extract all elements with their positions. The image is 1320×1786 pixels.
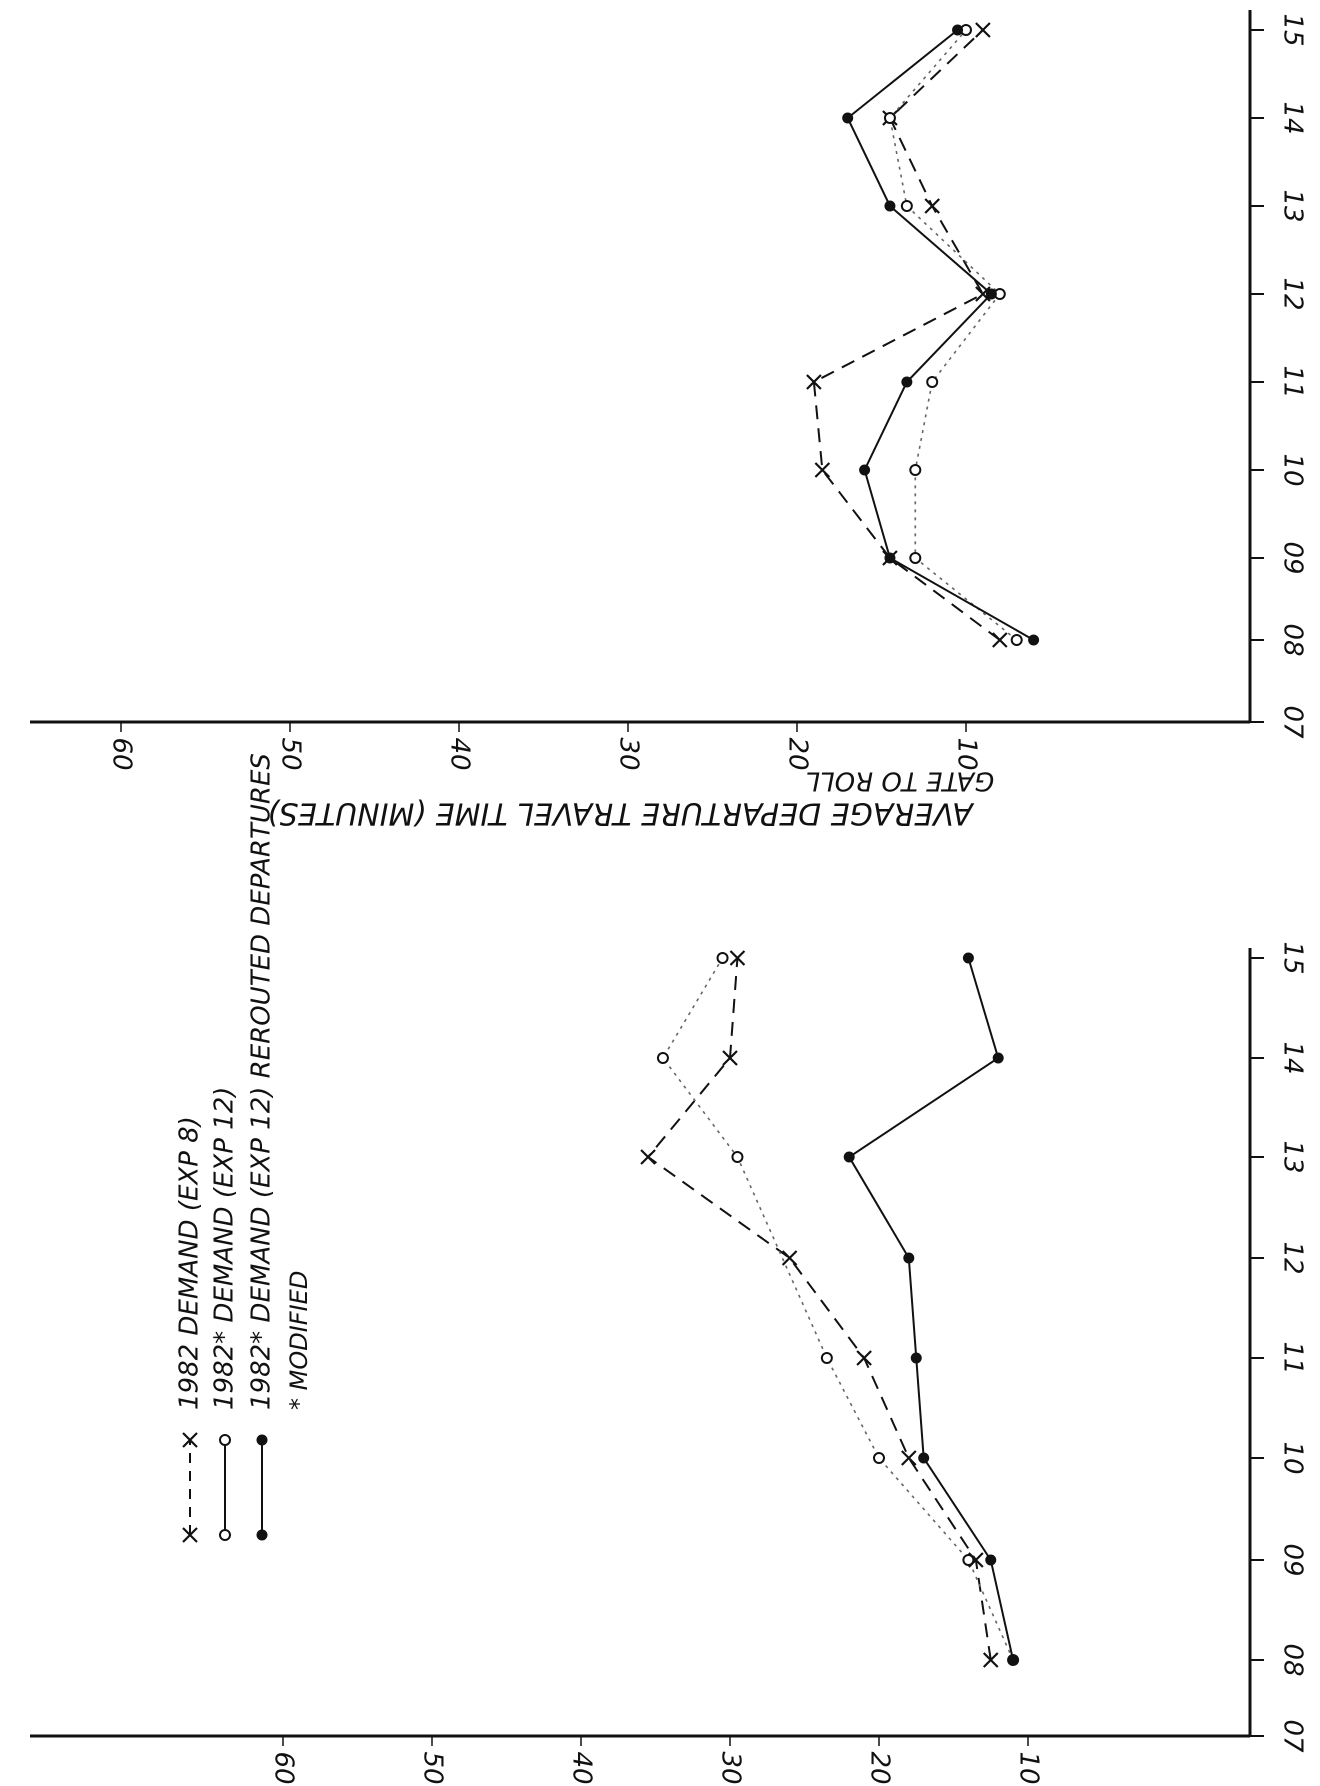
data-point	[781, 1250, 798, 1266]
data-point	[884, 552, 896, 564]
value-tick-label: 60	[107, 737, 137, 770]
data-point	[1010, 634, 1023, 646]
time-tick-label: 11	[1278, 365, 1308, 398]
data-point	[814, 462, 831, 478]
series-line-2	[661, 957, 1014, 1661]
series-line-1	[646, 957, 992, 1661]
series-line-3	[847, 957, 1015, 1661]
series-line-1	[812, 29, 1001, 641]
legend-swatch-marker	[256, 1434, 268, 1446]
value-tick-label: 20	[865, 1751, 895, 1784]
series-line-3	[846, 29, 1035, 641]
time-tick-label: 10	[1278, 453, 1308, 486]
time-tick-label: 08	[1278, 1643, 1308, 1676]
time-tick-label: 08	[1278, 623, 1308, 656]
data-point	[656, 1052, 669, 1064]
y-axis-sublabel: GATE TO ROLL	[806, 766, 995, 796]
time-tick-label: 15	[1278, 13, 1308, 46]
value-tick-label: 30	[614, 737, 644, 770]
data-point	[842, 112, 854, 124]
legend-swatch-marker	[182, 1432, 198, 1448]
time-tick-label: 13	[1278, 1140, 1308, 1173]
y-axis-label: AVERAGE DEPARTURE TRAVEL TIME (MINUTES)	[267, 796, 975, 831]
legend-label: 1982* DEMAND (EXP 12)	[210, 1087, 240, 1410]
value-tick-label: 50	[276, 737, 306, 770]
data-point	[1007, 1654, 1019, 1666]
y-axis-sublabel: FIX TO THRESHOLD	[773, 1780, 1027, 1786]
time-tick-label: 09	[1278, 1543, 1308, 1576]
data-point	[806, 374, 822, 390]
data-point	[918, 1452, 930, 1464]
legend: 1982 DEMAND (EXP 8) 1982* DEMAND (EXP 12)…	[175, 753, 313, 1543]
data-point	[873, 1452, 885, 1464]
value-tick-label: 10	[952, 737, 982, 770]
data-point	[910, 1352, 922, 1364]
value-tick-label: 40	[567, 1751, 597, 1784]
data-point	[820, 1352, 833, 1364]
time-tick-label: 09	[1278, 541, 1308, 574]
time-tick-label: 12	[1278, 1241, 1308, 1274]
legend-swatch-marker	[219, 1434, 231, 1446]
data-point	[901, 1450, 917, 1466]
time-tick-label: 14	[1278, 101, 1308, 134]
data-point	[975, 22, 991, 38]
data-point	[859, 464, 871, 476]
time-tick-label: 07	[1278, 1719, 1308, 1753]
time-tick-label: 11	[1278, 1341, 1308, 1374]
data-point	[924, 198, 940, 214]
data-point	[883, 112, 896, 124]
value-tick-label: 10	[1014, 1751, 1044, 1784]
data-point	[901, 376, 913, 388]
value-tick-label: 50	[418, 1751, 448, 1784]
legend-swatch-marker	[256, 1529, 268, 1541]
value-tick-label: 20	[783, 737, 813, 770]
data-point	[985, 1554, 997, 1566]
data-point	[722, 1050, 738, 1066]
data-point	[962, 952, 974, 964]
legend-swatch-marker	[219, 1529, 231, 1541]
data-point	[909, 464, 922, 476]
data-point	[926, 376, 939, 388]
series-line-2	[889, 29, 1018, 641]
data-point	[992, 632, 1008, 648]
departure-chart: 07 08 09 10 11 12 13 14 15 10 20 30 40 50 60 AVERAGE DE…	[30, 10, 1308, 831]
time-tick-label: 13	[1278, 189, 1308, 222]
data-point	[856, 1350, 872, 1366]
data-point	[952, 24, 964, 36]
data-point	[900, 200, 913, 212]
value-tick-label: 30	[716, 1751, 746, 1784]
value-tick-label: 60	[269, 1751, 299, 1784]
data-point	[716, 952, 729, 964]
time-tick-label: 07	[1278, 705, 1308, 739]
data-point	[729, 950, 746, 966]
data-point	[903, 1252, 915, 1264]
data-point	[640, 1149, 656, 1165]
time-tick-label: 12	[1278, 277, 1308, 310]
data-point	[884, 200, 896, 212]
time-tick-label: 10	[1278, 1441, 1308, 1474]
legend-footnote: * MODIFIED	[285, 1271, 313, 1410]
data-point	[909, 552, 922, 564]
value-tick-label: 40	[445, 737, 475, 770]
data-point	[962, 1554, 975, 1566]
legend-swatch-marker	[182, 1527, 198, 1543]
legend-label: 1982 DEMAND (EXP 8)	[175, 1116, 205, 1410]
data-point	[1028, 634, 1040, 646]
data-point	[992, 1052, 1004, 1064]
legend-label: 1982* DEMAND (EXP 12) REROUTED DEPARTURE…	[247, 753, 277, 1410]
data-point	[843, 1151, 855, 1163]
data-point	[982, 1652, 999, 1668]
time-tick-label: 15	[1278, 941, 1308, 974]
data-point	[731, 1151, 744, 1163]
data-point	[985, 288, 997, 300]
time-tick-label: 14	[1278, 1041, 1308, 1074]
